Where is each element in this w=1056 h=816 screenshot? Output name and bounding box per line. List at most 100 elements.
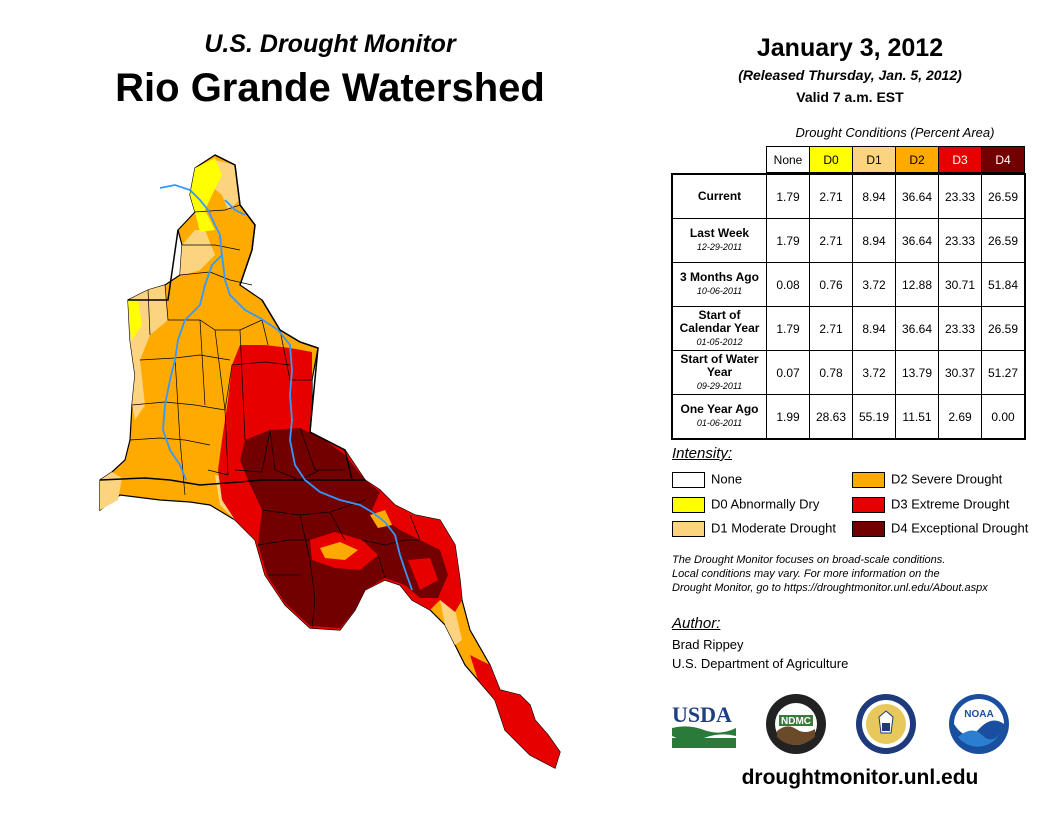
map-region-d1-southeast bbox=[440, 600, 462, 645]
table-cell: 1.79 bbox=[766, 218, 810, 263]
col-header-d2: D2 bbox=[895, 146, 939, 173]
release-date: (Released Thursday, Jan. 5, 2012) bbox=[738, 67, 962, 83]
svg-text:USDA: USDA bbox=[672, 702, 732, 727]
table-cell: 2.69 bbox=[938, 394, 982, 440]
legend-item-none: None bbox=[672, 470, 742, 488]
row-label: Current bbox=[671, 173, 767, 219]
map-region-d1-north bbox=[180, 230, 215, 275]
table-cell: 11.51 bbox=[895, 394, 939, 440]
table-caption: Drought Conditions (Percent Area) bbox=[795, 125, 995, 140]
table-cell: 36.64 bbox=[895, 218, 939, 263]
rio-grande-watershed-map bbox=[99, 154, 561, 769]
row-label: One Year Ago 01-06-2011 bbox=[671, 394, 767, 440]
legend-item-d0: D0 Abnormally Dry bbox=[672, 495, 819, 513]
drought-table: Current 1.79 2.71 8.94 36.64 23.33 26.59… bbox=[671, 173, 1026, 440]
table-row: Start of Calendar Year 01-05-2012 1.79 2.… bbox=[671, 306, 1026, 351]
legend-item-d3: D3 Extreme Drought bbox=[852, 495, 1010, 513]
website-url: droughtmonitor.unl.edu bbox=[741, 766, 979, 789]
table-row: Current 1.79 2.71 8.94 36.64 23.33 26.59 bbox=[671, 173, 1026, 219]
row-label: Last Week 12-29-2011 bbox=[671, 218, 767, 263]
table-cell: 1.99 bbox=[766, 394, 810, 440]
table-cell: 26.59 bbox=[981, 306, 1026, 351]
svg-text:NDMC: NDMC bbox=[781, 716, 811, 727]
col-header-none: None bbox=[766, 146, 810, 173]
legend-swatch bbox=[852, 496, 885, 513]
table-cell: 2.71 bbox=[809, 218, 853, 263]
legend-item-d1: D1 Moderate Drought bbox=[672, 519, 836, 537]
author-name: Brad Rippey bbox=[672, 637, 744, 652]
legend-item-d4: D4 Exceptional Drought bbox=[852, 519, 1028, 537]
map-region-d3-southeast bbox=[470, 655, 560, 768]
category-header: None D0 D1 D2 D3 D4 bbox=[766, 146, 1025, 173]
department-of-commerce-seal bbox=[856, 694, 916, 754]
map-title: Rio Grande Watershed bbox=[115, 66, 545, 110]
state-boundary bbox=[214, 154, 365, 481]
table-cell: 12.88 bbox=[895, 262, 939, 307]
table-cell: 36.64 bbox=[895, 306, 939, 351]
table-cell: 55.19 bbox=[852, 394, 896, 440]
table-row: One Year Ago 01-06-2011 1.99 28.63 55.19 … bbox=[671, 394, 1026, 440]
row-label: Start of Water Year 09-29-2011 bbox=[671, 350, 767, 395]
table-cell: 23.33 bbox=[938, 173, 982, 219]
legend-swatch bbox=[672, 471, 705, 488]
table-cell: 13.79 bbox=[895, 350, 939, 395]
ndmc-logo: NDMC bbox=[766, 694, 826, 754]
table-cell: 2.71 bbox=[809, 306, 853, 351]
legend-swatch bbox=[852, 520, 885, 537]
table-cell: 28.63 bbox=[809, 394, 853, 440]
legend-swatch bbox=[672, 520, 705, 537]
table-cell: 26.59 bbox=[981, 173, 1026, 219]
col-header-d1: D1 bbox=[852, 146, 896, 173]
table-cell: 23.33 bbox=[938, 306, 982, 351]
legend-item-d2: D2 Severe Drought bbox=[852, 470, 1002, 488]
state-boundary-2 bbox=[99, 229, 352, 486]
legend-swatch bbox=[852, 471, 885, 488]
usda-logo: USDA bbox=[672, 702, 736, 748]
map-region-d3-island-2 bbox=[408, 558, 438, 590]
col-header-d0: D0 bbox=[809, 146, 853, 173]
table-cell: 8.94 bbox=[852, 306, 896, 351]
table-row: 3 Months Ago 10-06-2011 0.08 0.76 3.72 12… bbox=[671, 262, 1026, 307]
table-cell: 51.84 bbox=[981, 262, 1026, 307]
table-row: Last Week 12-29-2011 1.79 2.71 8.94 36.64… bbox=[671, 218, 1026, 263]
legend-swatch bbox=[672, 496, 705, 513]
valid-time: Valid 7 a.m. EST bbox=[796, 89, 904, 105]
table-cell: 3.72 bbox=[852, 262, 896, 307]
col-header-d4: D4 bbox=[981, 146, 1025, 173]
table-cell: 23.33 bbox=[938, 218, 982, 263]
map-region-d2-island bbox=[320, 542, 358, 560]
table-cell: 8.94 bbox=[852, 173, 896, 219]
noaa-logo: NOAA bbox=[949, 694, 1009, 754]
table-cell: 30.37 bbox=[938, 350, 982, 395]
disclaimer-note: The Drought Monitor focuses on broad-sca… bbox=[672, 554, 988, 594]
table-cell: 8.94 bbox=[852, 218, 896, 263]
svg-text:NOAA: NOAA bbox=[964, 709, 993, 720]
row-label: 3 Months Ago 10-06-2011 bbox=[671, 262, 767, 307]
map-region-d4-main bbox=[240, 428, 448, 628]
author-title: Author: bbox=[672, 615, 721, 632]
row-label: Start of Calendar Year 01-05-2012 bbox=[671, 306, 767, 351]
table-cell: 2.71 bbox=[809, 173, 853, 219]
map-region-d0-west bbox=[128, 300, 142, 340]
table-cell: 0.00 bbox=[981, 394, 1026, 440]
table-cell: 0.78 bbox=[809, 350, 853, 395]
author-organization: U.S. Department of Agriculture bbox=[672, 656, 849, 671]
table-cell: 1.79 bbox=[766, 173, 810, 219]
rivers bbox=[159, 184, 413, 591]
county-boundaries bbox=[129, 204, 421, 629]
table-cell: 0.08 bbox=[766, 262, 810, 307]
map-region-d0-north bbox=[190, 158, 222, 232]
table-cell: 0.76 bbox=[809, 262, 853, 307]
table-cell: 51.27 bbox=[981, 350, 1026, 395]
legend-title: Intensity: bbox=[672, 445, 733, 462]
table-row: Start of Water Year 09-29-2011 0.07 0.78 … bbox=[671, 350, 1026, 395]
map-date: January 3, 2012 bbox=[756, 34, 944, 62]
table-cell: 1.79 bbox=[766, 306, 810, 351]
map-region-d1-southwest bbox=[100, 472, 122, 510]
map-subtitle: U.S. Drought Monitor bbox=[204, 30, 456, 58]
table-cell: 3.72 bbox=[852, 350, 896, 395]
table-cell: 30.71 bbox=[938, 262, 982, 307]
col-header-d3: D3 bbox=[938, 146, 982, 173]
table-cell: 26.59 bbox=[981, 218, 1026, 263]
table-cell: 0.07 bbox=[766, 350, 810, 395]
